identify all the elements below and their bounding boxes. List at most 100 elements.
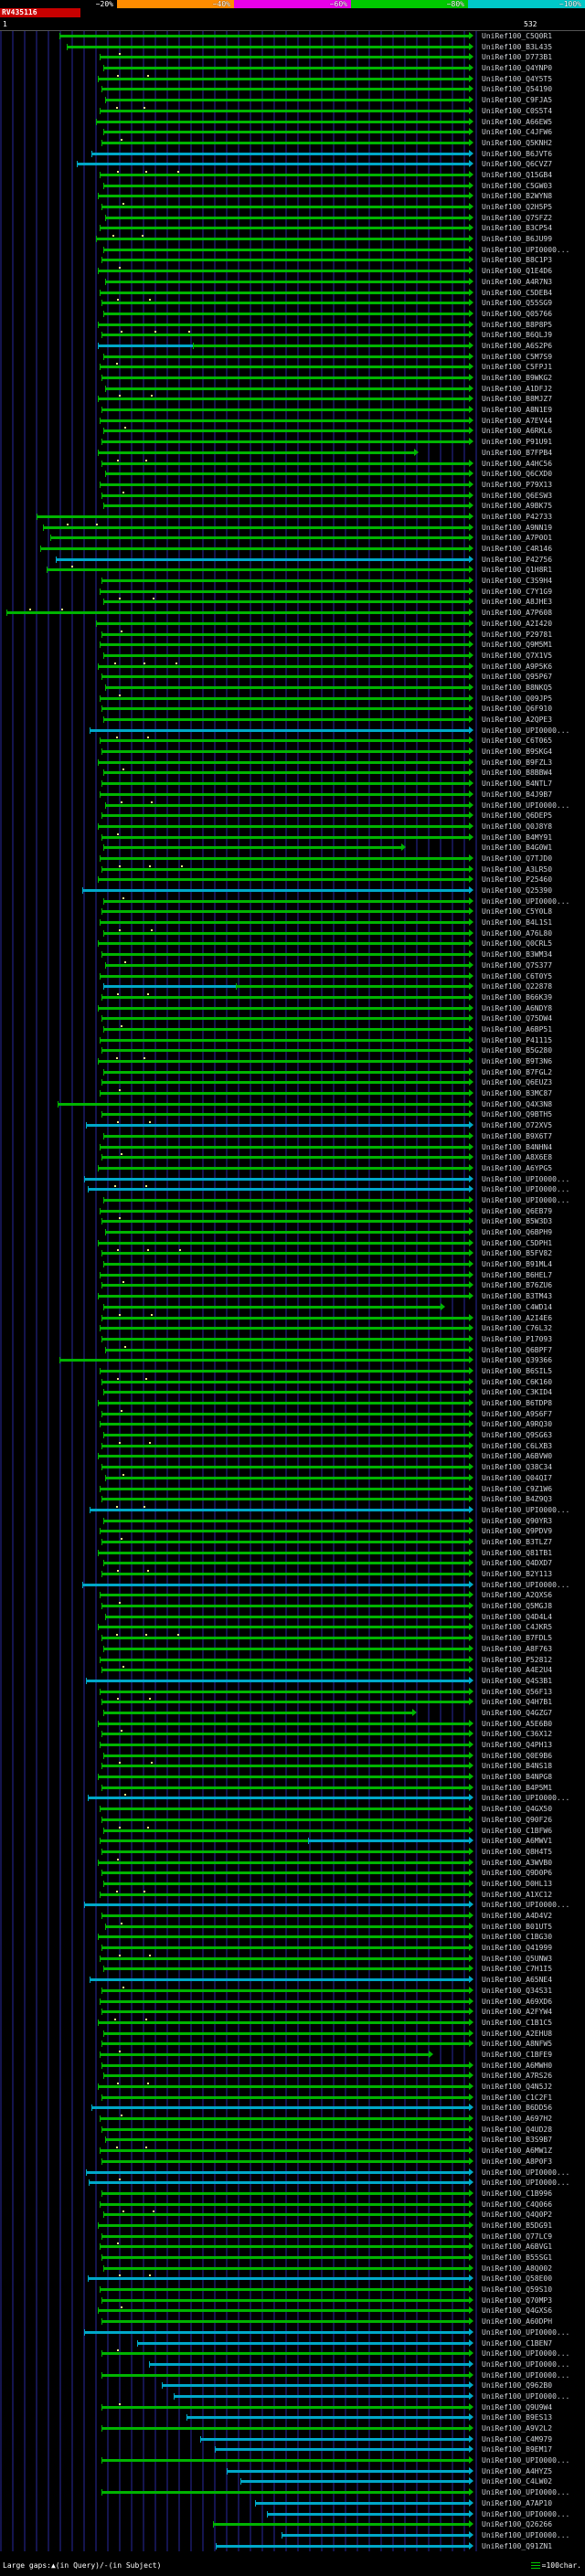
alignment-bar[interactable]: [101, 1316, 469, 1320]
alignment-bar[interactable]: [103, 504, 469, 508]
subject-label[interactable]: UniRef100_P17093: [482, 1334, 553, 1343]
subject-label[interactable]: UniRef100_B7FDL5: [482, 1634, 553, 1643]
subject-label[interactable]: UniRef100_B9X6T7: [482, 1131, 553, 1140]
subject-label[interactable]: UniRef100_A1XC12: [482, 1890, 553, 1899]
alignment-bar[interactable]: [101, 1914, 469, 1917]
alignment-bar[interactable]: [101, 1637, 469, 1640]
subject-label[interactable]: UniRef100_B4NTL7: [482, 779, 553, 789]
alignment-bar[interactable]: [100, 2052, 429, 2056]
subject-label[interactable]: UniRef100_B4Z9Q3: [482, 1495, 553, 1504]
subject-label[interactable]: UniRef100_Q4N5J2: [482, 2083, 553, 2091]
alignment-bar[interactable]: [88, 2181, 469, 2185]
alignment-bar[interactable]: [98, 1006, 469, 1010]
alignment-bar[interactable]: [101, 835, 469, 839]
alignment-bar[interactable]: [98, 1935, 469, 1939]
subject-label[interactable]: UniRef100_C4Q066: [482, 2200, 553, 2209]
subject-label[interactable]: UniRef100_Q8H4T5: [482, 1847, 553, 1856]
subject-label[interactable]: UniRef100_C1B996: [482, 2189, 553, 2198]
subject-label[interactable]: UniRef100_B91ML4: [482, 1260, 553, 1269]
subject-label[interactable]: UniRef100_Q6EB79: [482, 1206, 553, 1215]
alignment-bar[interactable]: [98, 1551, 469, 1554]
subject-label[interactable]: UniRef100_UPI0000...: [482, 1580, 570, 1589]
subject-label[interactable]: UniRef100_UPI0000...: [482, 896, 570, 906]
subject-label[interactable]: UniRef100_UPI0000...: [482, 2488, 570, 2497]
subject-label[interactable]: UniRef100_Q4GX50: [482, 1805, 553, 1814]
alignment-bar[interactable]: [100, 974, 469, 978]
subject-label[interactable]: UniRef100_Q4DXD7: [482, 1559, 553, 1568]
alignment-bar[interactable]: [98, 344, 194, 347]
alignment-bar[interactable]: [101, 782, 469, 786]
alignment-bar[interactable]: [101, 88, 469, 91]
alignment-bar[interactable]: [212, 2523, 469, 2527]
alignment-bar[interactable]: [101, 1573, 469, 1575]
alignment-bar[interactable]: [101, 1818, 469, 1821]
alignment-bar[interactable]: [103, 1434, 469, 1437]
subject-label[interactable]: UniRef100_Q5KNH2: [482, 138, 553, 147]
alignment-bar[interactable]: [85, 2170, 469, 2174]
subject-label[interactable]: UniRef100_A2QPE3: [482, 716, 553, 724]
subject-label[interactable]: UniRef100_UPI0000...: [482, 2327, 570, 2337]
subject-label[interactable]: UniRef100_B4NPG8: [482, 1773, 553, 1782]
subject-label[interactable]: UniRef100_A4HYZ5: [482, 2466, 553, 2475]
alignment-bar[interactable]: [98, 1626, 469, 1629]
subject-label[interactable]: UniRef100_UPI0000...: [482, 1174, 570, 1183]
alignment-bar[interactable]: [98, 1860, 469, 1864]
subject-label[interactable]: UniRef100_C1C2F1: [482, 2093, 553, 2102]
alignment-bar[interactable]: [85, 1679, 469, 1682]
alignment-bar[interactable]: [100, 227, 469, 230]
subject-label[interactable]: UniRef100_Q5UNW3: [482, 1954, 553, 1963]
subject-label[interactable]: UniRef100_Q95P67: [482, 673, 553, 682]
alignment-bar[interactable]: [101, 2491, 469, 2495]
alignment-bar[interactable]: [100, 1209, 469, 1213]
subject-label[interactable]: UniRef100_C5Q0R1: [482, 32, 553, 40]
subject-label[interactable]: UniRef100_B76ZU6: [482, 1281, 553, 1290]
alignment-bar[interactable]: [98, 1722, 469, 1725]
subject-label[interactable]: UniRef100_Q9M5M1: [482, 641, 553, 650]
subject-label[interactable]: UniRef100_Q58E00: [482, 2274, 553, 2284]
alignment-bar[interactable]: [103, 846, 401, 850]
alignment-bar[interactable]: [103, 985, 236, 989]
subject-label[interactable]: UniRef100_Q4H7B1: [482, 1698, 553, 1707]
alignment-bar[interactable]: [81, 1583, 469, 1586]
subject-label[interactable]: UniRef100_Q05766: [482, 309, 553, 318]
subject-label[interactable]: UniRef100_Q2H5P5: [482, 203, 553, 211]
alignment-bar[interactable]: [98, 398, 469, 401]
subject-label[interactable]: UniRef100_A6MWV1: [482, 1837, 553, 1846]
alignment-bar[interactable]: [104, 803, 469, 807]
alignment-bar[interactable]: [100, 1273, 469, 1277]
subject-label[interactable]: UniRef100_A4HC56: [482, 459, 553, 468]
subject-label[interactable]: UniRef100_C6LXB3: [482, 1441, 553, 1450]
alignment-bar[interactable]: [101, 376, 469, 379]
alignment-bar[interactable]: [101, 408, 469, 412]
alignment-bar[interactable]: [101, 2405, 469, 2409]
alignment-bar[interactable]: [103, 1967, 469, 1971]
subject-label[interactable]: UniRef100_UPI0000...: [482, 2530, 570, 2539]
alignment-bar[interactable]: [227, 2469, 469, 2473]
alignment-bar[interactable]: [104, 99, 469, 102]
subject-label[interactable]: UniRef100_B3TLZ7: [482, 1537, 553, 1546]
alignment-bar[interactable]: [43, 525, 469, 529]
subject-label[interactable]: UniRef100_Q4Y5T5: [482, 74, 553, 83]
alignment-bar[interactable]: [98, 760, 469, 764]
alignment-bar[interactable]: [101, 1444, 469, 1447]
subject-label[interactable]: UniRef100_Q22878: [482, 982, 553, 991]
alignment-bar[interactable]: [174, 2394, 469, 2398]
subject-label[interactable]: UniRef100_B3S9B7: [482, 2136, 553, 2145]
subject-label[interactable]: UniRef100_Q1E4D6: [482, 267, 553, 276]
alignment-bar[interactable]: [100, 1892, 469, 1896]
subject-label[interactable]: UniRef100_B9FZL3: [482, 758, 553, 767]
subject-label[interactable]: UniRef100_Q4YNP0: [482, 64, 553, 73]
subject-label[interactable]: UniRef100_UPI0000...: [482, 2359, 570, 2369]
alignment-bar[interactable]: [103, 2074, 469, 2078]
subject-label[interactable]: UniRef100_C4WD14: [482, 1302, 553, 1311]
subject-label[interactable]: UniRef100_B5DG91: [482, 2221, 553, 2230]
subject-label[interactable]: UniRef100_Q6BPH9: [482, 1228, 553, 1236]
alignment-bar[interactable]: [216, 2544, 469, 2548]
subject-label[interactable]: UniRef100_B3TM43: [482, 1292, 553, 1301]
alignment-bar[interactable]: [100, 2288, 469, 2292]
subject-label[interactable]: UniRef100_UPI0000...: [482, 726, 570, 735]
alignment-bar[interactable]: [101, 1081, 469, 1085]
alignment-bar[interactable]: [101, 2373, 469, 2377]
alignment-bar[interactable]: [101, 1466, 469, 1469]
subject-label[interactable]: UniRef100_Q7SFZ2: [482, 213, 553, 222]
